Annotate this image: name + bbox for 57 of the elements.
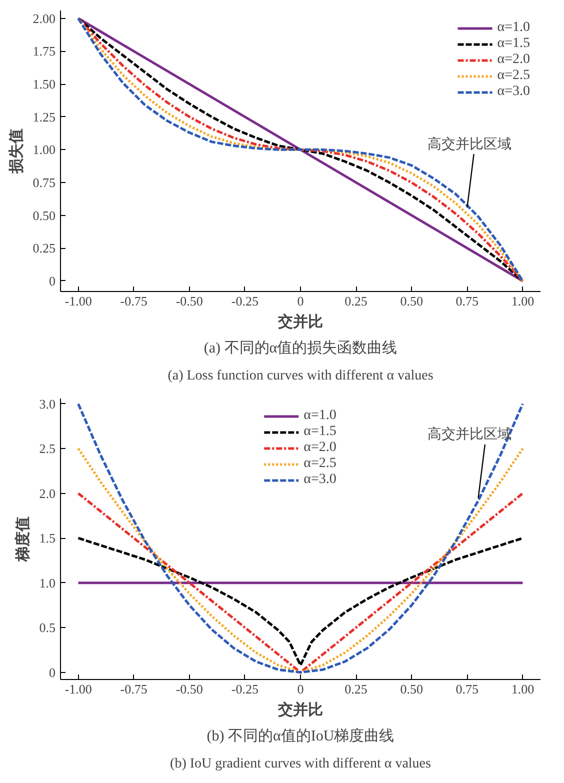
x-tick-label: 0.50 xyxy=(400,294,423,308)
y-tick-label: 2.00 xyxy=(32,10,56,26)
line-series xyxy=(77,536,524,666)
legend-label: α=1.5 xyxy=(497,36,530,52)
y-axis-title: 梯度值 xyxy=(13,516,32,562)
y-tick-label: 1.75 xyxy=(32,44,56,59)
x-axis-title: 交并比 xyxy=(277,700,323,718)
x-tick-label: 0.75 xyxy=(456,682,479,696)
legend-label: α=2.5 xyxy=(304,456,336,472)
legend-label: α=2.5 xyxy=(497,68,530,84)
x-tick-label: -0.25 xyxy=(231,682,258,696)
text: (b) 不同的α值的IoU梯度曲线 xyxy=(206,728,394,744)
legend-label: α=1.5 xyxy=(304,424,336,440)
line-series xyxy=(77,402,524,674)
x-tick-label: -0.75 xyxy=(120,682,148,696)
legend-label: α=1.0 xyxy=(304,408,336,424)
y-tick-label: 2.0 xyxy=(39,486,56,501)
text: (a) 不同的α值的损失函数曲线 xyxy=(204,340,398,356)
y-tick-label: 0 xyxy=(49,273,56,288)
x-tick-label: 0.25 xyxy=(344,294,368,308)
y-tick-label: 0 xyxy=(49,664,56,680)
y-tick-label: 1.5 xyxy=(39,530,56,546)
text: (a) Loss function curves with different α values xyxy=(168,368,434,384)
x-tick-label: 1.00 xyxy=(511,294,534,308)
y-tick-label: 0.5 xyxy=(39,620,56,636)
x-tick-label: -0.25 xyxy=(231,294,258,308)
y-tick-label: 0.50 xyxy=(32,208,56,223)
x-tick-label: -1.00 xyxy=(64,294,92,308)
x-tick-label: 1.00 xyxy=(511,682,534,696)
legend-label: α=2.0 xyxy=(497,52,530,68)
legend-label: α=1.0 xyxy=(497,20,530,36)
text: (b) IoU gradient curves with different α values xyxy=(170,756,431,772)
legend-label: α=3.0 xyxy=(304,472,336,488)
x-tick-label: 0.75 xyxy=(456,294,479,308)
x-tick-label: 0.50 xyxy=(400,682,423,696)
y-axis-title: 损失值 xyxy=(8,128,25,174)
line-series xyxy=(77,492,524,674)
y-tick-label: 0.25 xyxy=(32,240,56,256)
y-tick-label: 2.5 xyxy=(39,441,56,456)
x-tick-label: -1.00 xyxy=(64,682,92,696)
annotation: 高交并比区域 xyxy=(427,135,512,152)
legend-label: α=3.0 xyxy=(497,84,530,100)
y-tick-label: 1.25 xyxy=(32,109,56,124)
x-tick-label: -0.50 xyxy=(176,682,203,696)
x-tick-label: 0 xyxy=(297,682,304,696)
x-tick-label: -0.50 xyxy=(176,294,203,308)
y-tick-label: 3.0 xyxy=(39,396,56,412)
x-axis-title: 交并比 xyxy=(277,312,323,330)
y-tick-label: 1.50 xyxy=(32,76,56,92)
y-tick-label: 1.00 xyxy=(32,142,56,158)
y-tick-label: 0.75 xyxy=(32,175,56,190)
legend-label: α=2.0 xyxy=(304,440,336,456)
x-tick-label: 0.25 xyxy=(344,682,368,696)
annotation: 高交并比区域 xyxy=(427,426,512,442)
x-tick-label: 0 xyxy=(297,294,304,308)
y-tick-label: 1.0 xyxy=(39,575,56,590)
x-tick-label: -0.75 xyxy=(120,294,148,308)
